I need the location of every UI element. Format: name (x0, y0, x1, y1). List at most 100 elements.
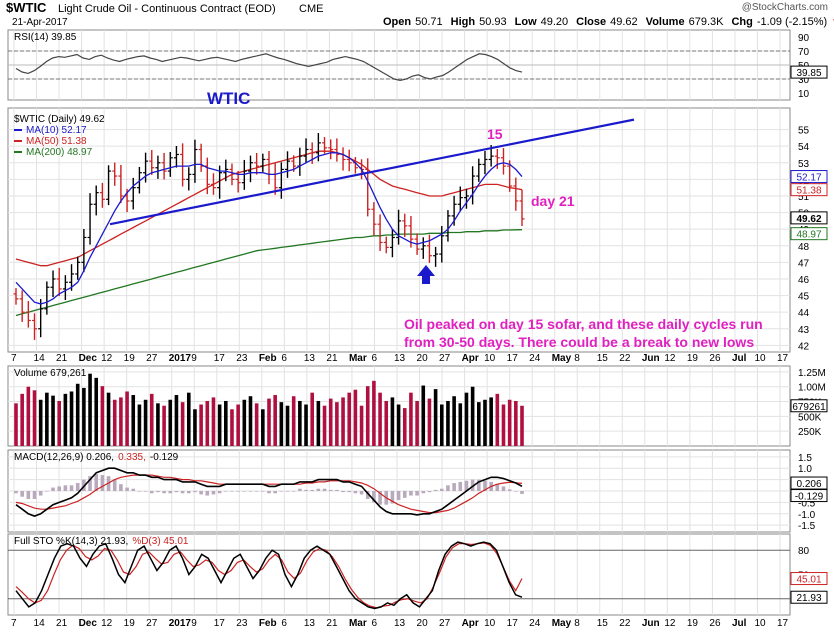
volume-bar (378, 392, 382, 446)
x-tick-label: 9 (191, 353, 197, 364)
volume-bar (38, 399, 43, 446)
y-tick-label: 80 (798, 546, 810, 557)
volume-bar (427, 398, 432, 446)
volume-bar (217, 404, 222, 446)
volume-bar (402, 408, 407, 446)
volume-bar (63, 393, 68, 446)
macd-histogram-bar (507, 489, 512, 491)
macd-legend: MACD(12,26,9) 0.206, (14, 452, 114, 463)
macd-histogram-bar (112, 479, 117, 491)
macd-histogram-bar (396, 491, 401, 501)
x-tick-label: Feb (259, 618, 277, 629)
macd-histogram-bar (378, 491, 382, 505)
x-tick-label: Dec (79, 353, 98, 364)
volume-bar (328, 398, 333, 446)
macd-histogram-last-value-box (790, 489, 828, 503)
x-tick-label: 19 (124, 618, 136, 629)
ohlc-value-high: 50.93 (479, 16, 507, 28)
volume-bar (254, 403, 259, 446)
volume-bar (193, 409, 197, 446)
chart-header: $WTIC Light Crude Oil - Continuous Contr… (6, 0, 834, 28)
volume-bar (353, 389, 358, 446)
volume-bar (131, 395, 136, 446)
ohlc-label-chg: Chg (731, 16, 752, 28)
y-tick-label: 250K (798, 427, 822, 438)
x-tick-label: 10 (484, 353, 496, 364)
x-tick-label: 6 (371, 353, 377, 364)
symbol-label: $WTIC (6, 0, 47, 15)
macd-histogram-bar (415, 491, 419, 496)
macd-histogram-bar (520, 491, 524, 494)
chart-title: WTIC (207, 89, 250, 108)
macd-last-value: 0.206 (796, 479, 821, 490)
y-tick-label: 10 (798, 89, 810, 100)
x-tick-label: 17 (777, 353, 789, 364)
volume-bar (439, 404, 444, 446)
x-tick-label: 21 (326, 353, 338, 364)
x-tick-label: 27 (439, 618, 451, 629)
ohlc-label-open: Open (383, 16, 411, 28)
sto-d-last-value: 45.01 (796, 575, 821, 586)
macd-histogram-bar (242, 491, 247, 492)
volume-bar (359, 405, 364, 446)
ma10-last-value-box (790, 170, 828, 184)
macd-histogram-bar (199, 491, 203, 495)
sto-k-last-value: 21.93 (796, 593, 821, 604)
volume-bar (242, 399, 247, 446)
volume-bar (322, 405, 327, 446)
volume-bar (298, 400, 302, 446)
macd-histogram-bar (353, 491, 358, 494)
close-last-value: 49.62 (796, 214, 821, 225)
x-tick-label: Jun (642, 353, 660, 364)
x-tick-label: 9 (191, 618, 197, 629)
macd-histogram-bar (100, 475, 105, 491)
x-tick-label: 10 (754, 618, 766, 629)
y-tick-label: 51 (798, 192, 810, 203)
macd-histogram-bar (217, 491, 222, 494)
volume-bar (477, 402, 481, 446)
macd-histogram-bar (69, 485, 74, 491)
macd-histogram-bar (149, 491, 154, 494)
ohlc-value-low: 49.20 (541, 16, 569, 28)
rsi-legend: RSI(14) 39.85 (14, 32, 77, 43)
sto-d-last-value-box (790, 572, 828, 586)
macd-histogram-bar (236, 491, 240, 492)
volume-bar (82, 387, 86, 446)
note-annotation: Oil peaked on day 15 sofar, and these da… (404, 316, 763, 332)
x-tick-label: 2017 (169, 618, 192, 629)
volume-bar (446, 400, 450, 446)
x-tick-label: 2017 (169, 353, 192, 364)
volume-bar (291, 396, 296, 446)
macd-histogram-bar (38, 491, 43, 496)
y-tick-label: 1.5 (798, 453, 812, 464)
volume-bar (32, 390, 37, 446)
volume-bar (156, 403, 160, 446)
macd-histogram-last-value: -0.129 (795, 492, 824, 503)
macd-histogram-bar (224, 491, 228, 492)
y-tick-label: 48 (798, 242, 810, 253)
x-tick-label: Jul (732, 618, 747, 629)
x-tick-label: 26 (709, 618, 721, 629)
x-tick-label: 26 (709, 353, 721, 364)
volume-bar (335, 402, 339, 446)
macd-histogram-bar (57, 486, 61, 491)
volume-bar (57, 400, 61, 446)
ohlc-readout: Open 50.71 High 50.93 Low 49.20 Close 49.62 Volu… (383, 16, 834, 28)
sto-legend: %D(3) 45.01 (132, 536, 189, 547)
macd-histogram-bar (341, 491, 345, 493)
y-tick-label: -1.0 (798, 510, 816, 521)
volume-bar (174, 395, 179, 446)
cycle-low-arrow-icon (417, 265, 435, 284)
macd-histogram-bar (32, 491, 37, 499)
ohlc-value-volume: 679.3K (689, 16, 725, 28)
volume-bar (310, 392, 314, 446)
down-arrow-icon: ▼ (831, 17, 834, 28)
macd-histogram-bar (298, 488, 302, 491)
macd-histogram-bar (180, 491, 185, 494)
x-tick-label: 22 (619, 353, 631, 364)
macd-histogram-bar (409, 491, 413, 496)
ma50-last-value: 51.38 (796, 186, 821, 197)
macd-histogram-bar (335, 489, 339, 491)
x-tick-label: 14 (34, 353, 46, 364)
